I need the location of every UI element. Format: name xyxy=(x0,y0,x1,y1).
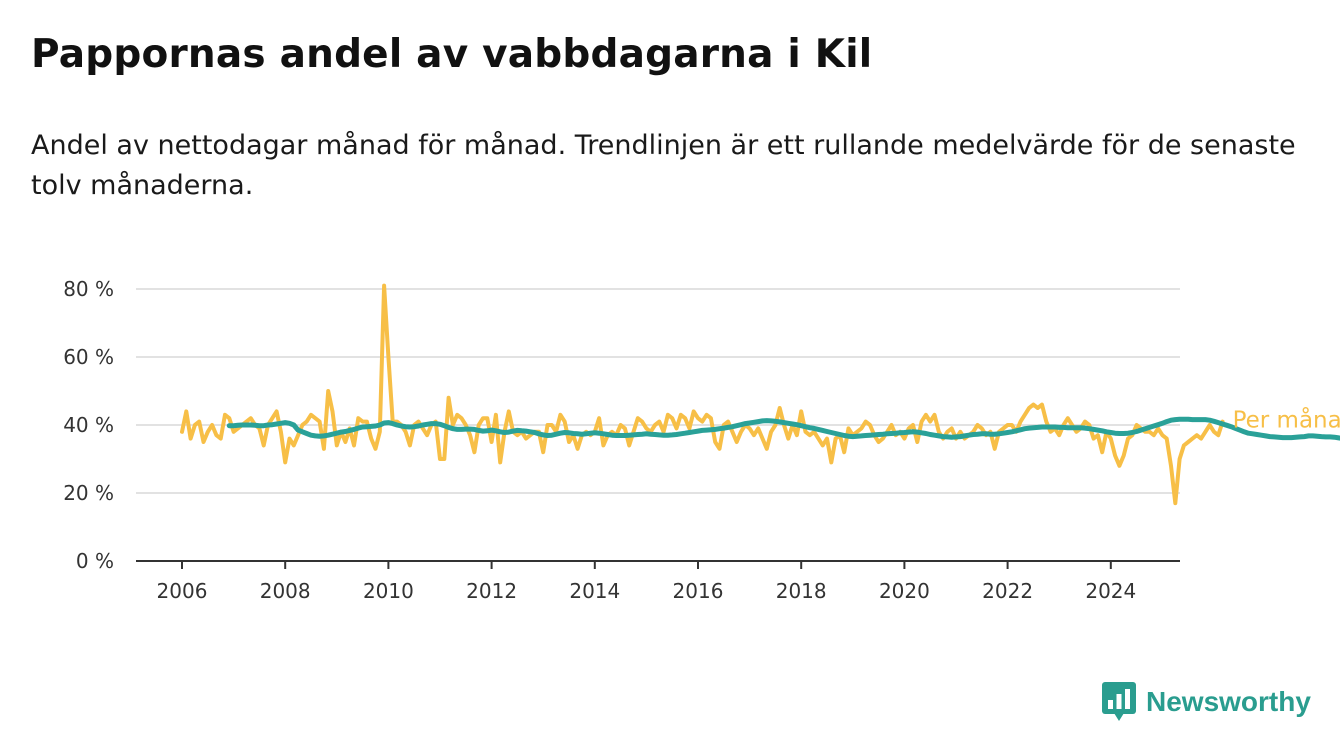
chart-title: Pappornas andel av vabbdagarna i Kil xyxy=(31,32,873,77)
y-tick-label: 80 % xyxy=(63,277,114,301)
x-tick-label: 2010 xyxy=(363,579,414,603)
x-tick-label: 2024 xyxy=(1085,579,1136,603)
axes: 0 % 20 % 40 % 60 % 80 % 2006 2008 2010 2012 2014 2… xyxy=(63,277,1180,603)
y-tick-label: 20 % xyxy=(63,481,114,505)
y-tick-label: 0 % xyxy=(76,549,114,573)
series-line-per-manad xyxy=(180,283,1225,506)
x-tick-label: 2006 xyxy=(157,579,208,603)
chart-subtitle: Andel av nettodagar månad för månad. Tre… xyxy=(31,130,1296,201)
x-tick-label: 2008 xyxy=(260,579,311,603)
x-tick-label: 2020 xyxy=(879,579,930,603)
series-lines xyxy=(180,283,1340,506)
series-labels: Per månadTrend xyxy=(1233,406,1340,434)
series-label-per-manad: Per månad xyxy=(1233,406,1340,434)
x-tick-label: 2014 xyxy=(569,579,620,603)
y-tick-label: 60 % xyxy=(63,345,114,369)
y-tick-label: 40 % xyxy=(63,413,114,437)
x-tick-label: 2022 xyxy=(982,579,1033,603)
grid-lines xyxy=(136,288,1180,494)
x-tick-label: 2018 xyxy=(776,579,827,603)
brand-logo: Newsworthy xyxy=(1102,682,1311,722)
x-tick-label: 2012 xyxy=(466,579,517,603)
brand-name: Newsworthy xyxy=(1146,686,1311,717)
x-tick-label: 2016 xyxy=(673,579,724,603)
newsworthy-logo-icon xyxy=(1102,682,1136,721)
series-line-trend xyxy=(226,416,1340,441)
